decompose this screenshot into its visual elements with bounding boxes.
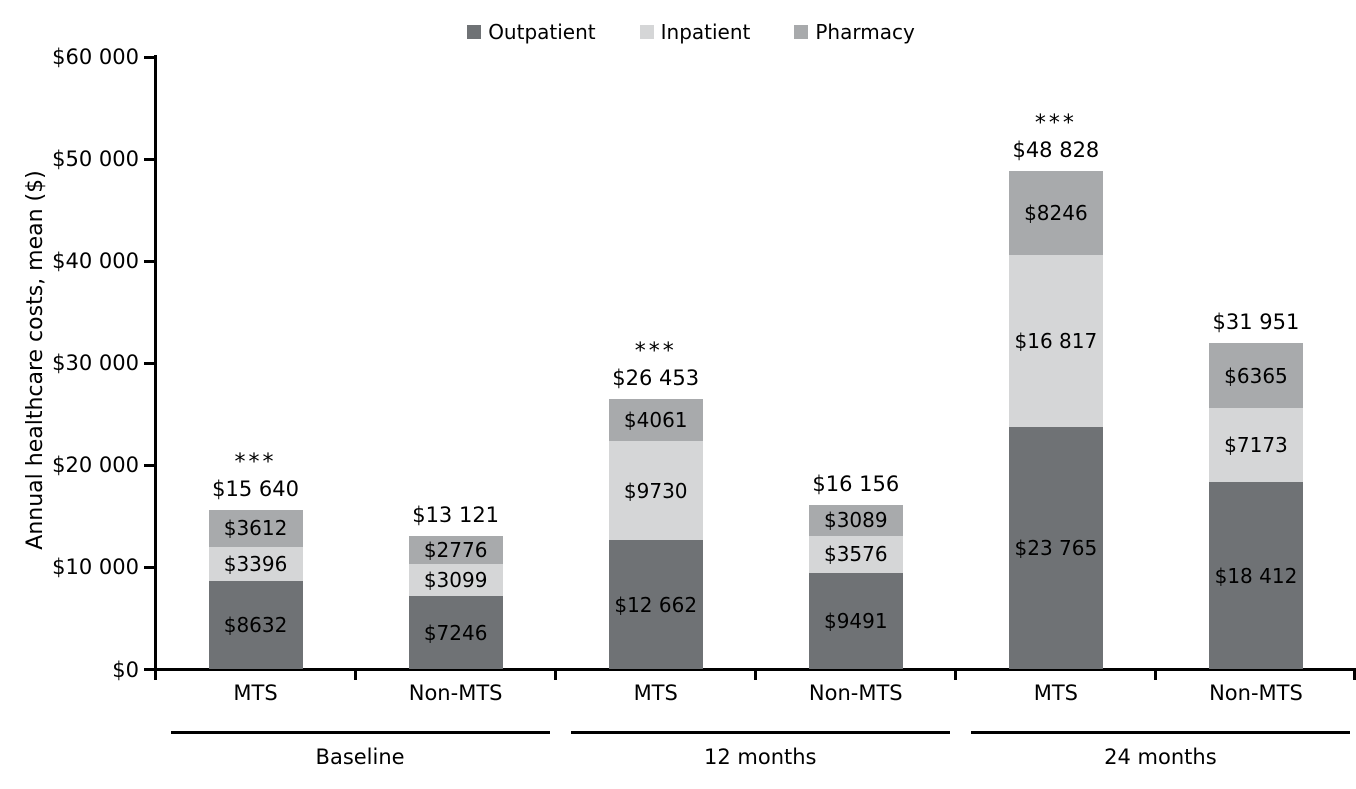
- group-underline: [570, 731, 950, 734]
- x-axis-tick: [1353, 669, 1356, 680]
- y-axis-tick: [144, 361, 155, 365]
- segment-value-label: $2776: [423, 537, 488, 562]
- segment-value-label: $8632: [223, 613, 288, 638]
- segment-value-label: $23 765: [1014, 536, 1098, 561]
- segment-value-label: $7173: [1224, 432, 1288, 457]
- bar-segment-inpatient: $3099: [408, 563, 503, 596]
- y-axis-tick: [144, 55, 155, 59]
- x-axis-tick: [954, 669, 958, 680]
- bar-segment-outpatient: $7246: [408, 595, 503, 670]
- y-tick-label: $0: [112, 657, 139, 682]
- segment-value-label: $3099: [423, 567, 488, 592]
- legend-label: Outpatient: [488, 20, 596, 44]
- x-tick-label-mts: MTS: [233, 681, 278, 705]
- x-tick-label-non-mts: Non-MTS: [1209, 681, 1303, 705]
- y-tick-label: $10 000: [52, 555, 139, 580]
- group-label: Baseline: [315, 745, 405, 769]
- y-tick-label: $40 000: [52, 249, 139, 274]
- bar-segment-pharmacy: $3089: [808, 504, 903, 537]
- bar-segment-inpatient: $3396: [208, 546, 303, 582]
- segment-value-label: $12 662: [614, 592, 698, 617]
- bar-segment-outpatient: $23 765: [1008, 426, 1103, 670]
- bar-segment-outpatient: $8632: [208, 581, 303, 670]
- significance-marker: ***: [634, 339, 677, 365]
- bar-segment-pharmacy: $4061: [608, 399, 703, 441]
- legend-swatch-icon: [467, 25, 482, 39]
- segment-value-label: $3089: [823, 508, 888, 533]
- x-axis-tick: [354, 669, 358, 680]
- segment-value-label: $9491: [823, 609, 888, 634]
- bar-segment-pharmacy: $3612: [208, 509, 303, 547]
- group-label: 24 months: [1104, 745, 1217, 769]
- segment-value-label: $7246: [423, 620, 488, 645]
- legend-swatch-icon: [639, 25, 654, 39]
- bar-segment-outpatient: $12 662: [608, 540, 703, 670]
- segment-value-label: $6365: [1224, 363, 1288, 388]
- bar-total-label: $48 828: [1012, 138, 1100, 163]
- significance-marker: ***: [1034, 111, 1077, 137]
- y-axis-tick: [144, 565, 155, 569]
- bar-segment-inpatient: $16 817: [1008, 255, 1103, 427]
- segment-value-label: $9730: [623, 478, 688, 503]
- y-axis-line: [154, 55, 157, 671]
- x-axis-tick: [754, 669, 758, 680]
- bar-total-label: $16 156: [812, 471, 900, 496]
- legend-label: Pharmacy: [815, 20, 915, 44]
- bar-segment-inpatient: $7173: [1208, 408, 1303, 482]
- bar-total-label: $15 640: [212, 476, 299, 501]
- legend-item-outpatient: Outpatient: [467, 19, 596, 45]
- x-axis-tick: [554, 669, 558, 680]
- bar-segment-pharmacy: $6365: [1208, 343, 1303, 409]
- legend-item-inpatient: Inpatient: [639, 19, 751, 45]
- bar-segment-inpatient: $9730: [608, 440, 703, 541]
- group-underline: [170, 731, 550, 734]
- legend-swatch-icon: [794, 25, 809, 39]
- y-tick-label: $30 000: [52, 351, 139, 376]
- y-axis-tick: [144, 668, 155, 671]
- bar-total-label: $13 121: [412, 502, 500, 527]
- legend: Outpatient Inpatient Pharmacy: [13, 19, 1356, 45]
- legend-label: Inpatient: [660, 20, 751, 44]
- y-tick-label: $60 000: [52, 45, 139, 69]
- x-tick-label-non-mts: Non-MTS: [408, 681, 503, 705]
- y-axis-tick: [144, 259, 155, 263]
- segment-value-label: $3576: [823, 542, 888, 567]
- x-axis-tick: [1154, 669, 1158, 680]
- segment-value-label: $18 412: [1214, 563, 1298, 588]
- segment-value-label: $3612: [223, 516, 288, 541]
- segment-value-label: $4061: [623, 408, 688, 433]
- y-axis-tick: [144, 157, 155, 161]
- significance-marker: ***: [234, 449, 277, 475]
- bar-segment-outpatient: $18 412: [1208, 481, 1303, 670]
- bar-segment-pharmacy: $2776: [408, 535, 503, 564]
- y-axis-tick: [144, 463, 155, 467]
- x-axis-tick: [154, 669, 157, 680]
- bar-total-label: $31 951: [1212, 310, 1300, 335]
- group-underline: [970, 731, 1350, 734]
- bar-segment-inpatient: $3576: [808, 536, 903, 573]
- y-tick-label: $50 000: [52, 147, 139, 172]
- x-tick-label-mts: MTS: [633, 681, 678, 705]
- x-tick-label-non-mts: Non-MTS: [808, 681, 903, 705]
- group-label: 12 months: [704, 745, 817, 769]
- segment-value-label: $8246: [1024, 201, 1088, 226]
- segment-value-label: $16 817: [1014, 329, 1098, 354]
- legend-item-pharmacy: Pharmacy: [794, 19, 915, 45]
- bar-segment-pharmacy: $8246: [1008, 171, 1103, 256]
- y-tick-label: $20 000: [52, 453, 139, 478]
- x-tick-label-mts: MTS: [1033, 681, 1079, 705]
- bar-segment-outpatient: $9491: [808, 572, 903, 670]
- bar-total-label: $26 453: [612, 366, 700, 391]
- segment-value-label: $3396: [223, 552, 288, 577]
